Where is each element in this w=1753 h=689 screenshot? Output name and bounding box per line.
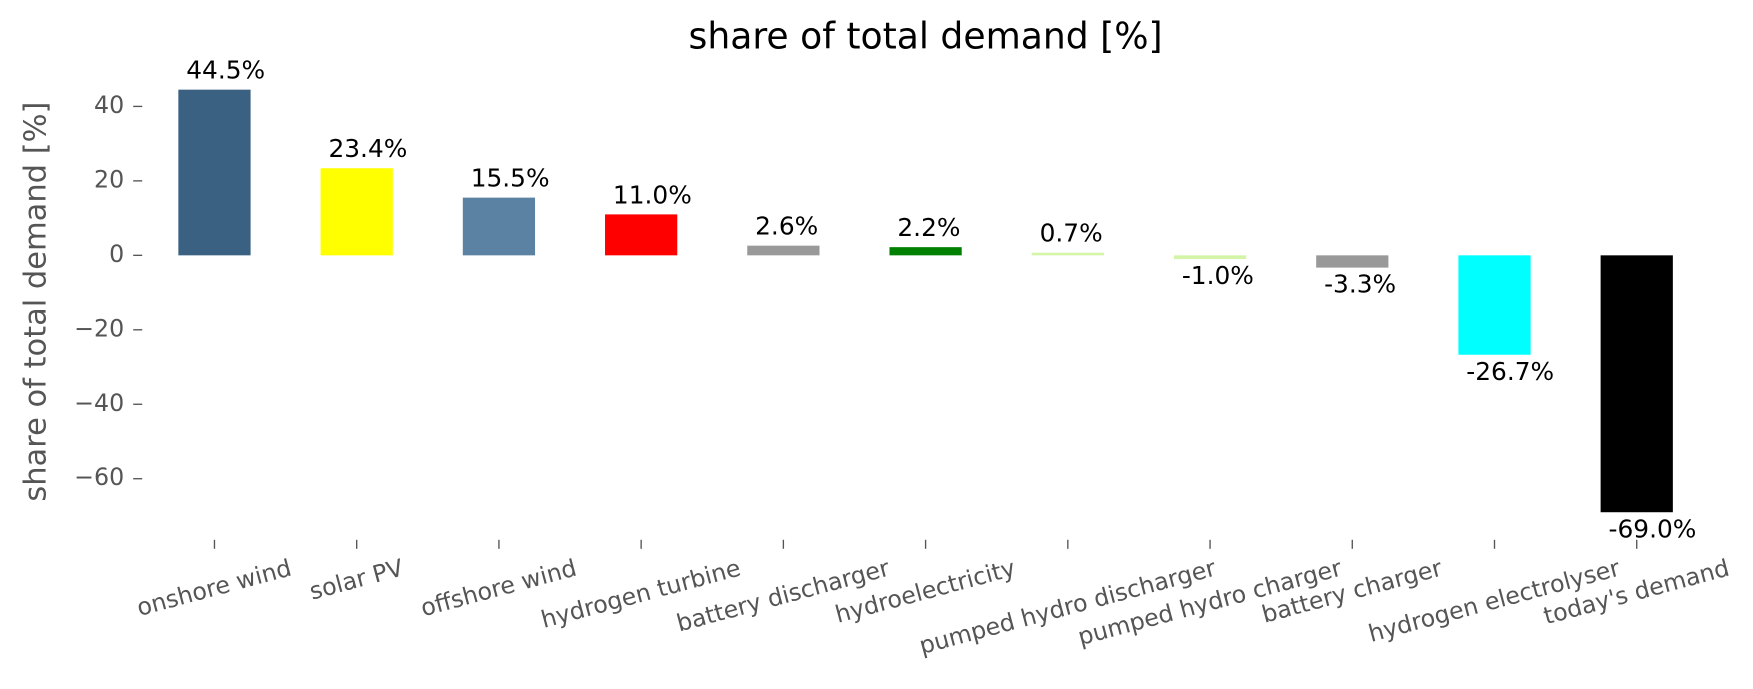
- value-label: -26.7%: [1466, 357, 1554, 386]
- y-tick-label: −40: [74, 389, 124, 417]
- y-tick-label: 0: [109, 240, 124, 268]
- value-label: -1.0%: [1182, 261, 1254, 290]
- bar: [1173, 255, 1247, 260]
- y-tick-label: −20: [74, 314, 124, 342]
- chart-title: share of total demand [%]: [689, 15, 1163, 58]
- bar: [1031, 252, 1104, 256]
- bar: [462, 197, 536, 256]
- bar: [747, 245, 820, 256]
- value-label: -69.0%: [1609, 514, 1697, 543]
- value-label: 2.6%: [755, 212, 818, 241]
- bar: [320, 168, 393, 256]
- x-tick-label: solar PV: [306, 554, 406, 606]
- bar: [1316, 255, 1389, 268]
- value-label: 44.5%: [186, 56, 265, 85]
- x-tick-label: onshore wind: [134, 554, 295, 622]
- bar: [178, 89, 251, 256]
- value-label: 2.2%: [897, 213, 960, 242]
- bar: [1458, 255, 1531, 355]
- value-label: 0.7%: [1040, 219, 1103, 248]
- bar: [1600, 255, 1673, 513]
- value-label: 23.4%: [328, 134, 407, 163]
- value-label: 11.0%: [613, 180, 692, 209]
- bar: [605, 214, 678, 256]
- y-tick-label: 40: [94, 91, 124, 119]
- bar: [889, 247, 962, 256]
- y-tick-label: −60: [74, 463, 124, 491]
- value-label: 15.5%: [471, 164, 550, 193]
- value-label: -3.3%: [1324, 270, 1396, 299]
- y-tick-label: 20: [94, 165, 124, 193]
- y-axis-label: share of total demand [%]: [19, 102, 54, 502]
